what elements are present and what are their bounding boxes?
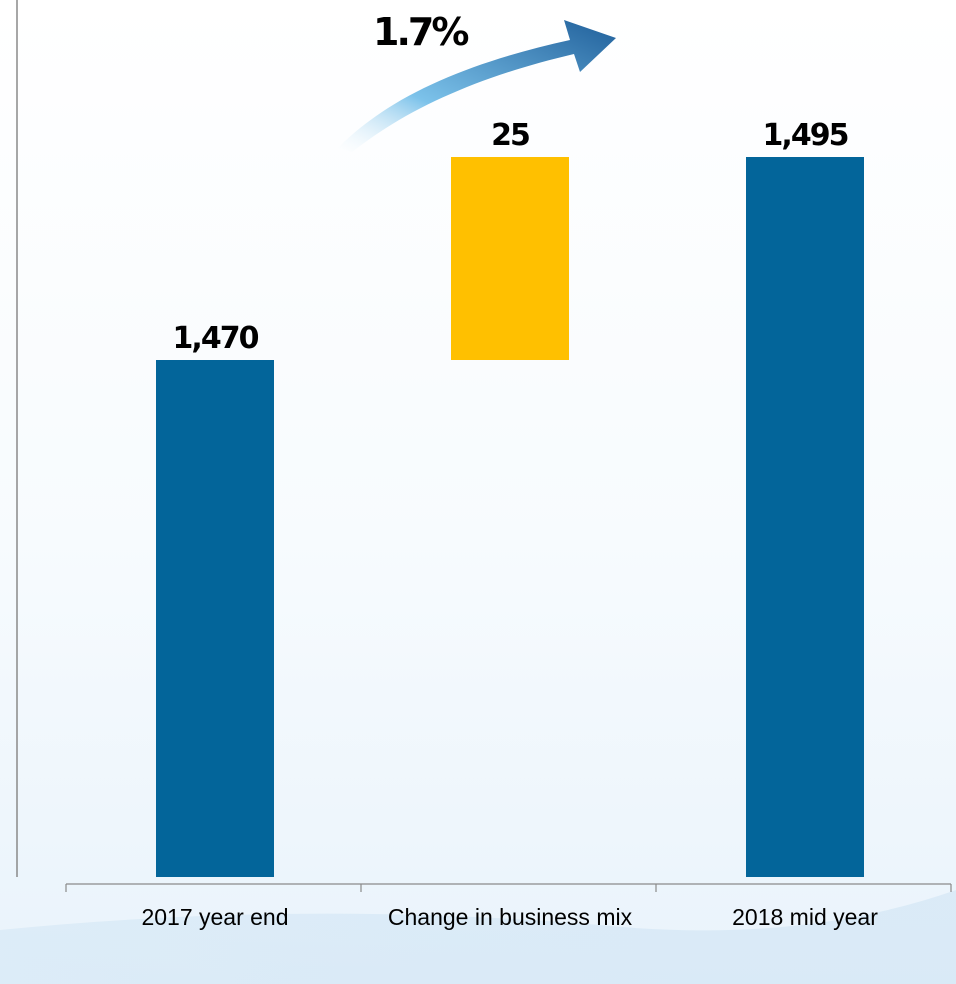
x-axis-ticks [65,884,952,892]
value-label-3: 1,495 [763,118,848,153]
growth-percent-label: 1.7% [373,10,468,54]
bar-1 [156,360,274,877]
value-label-2: 25 [491,118,529,153]
bar-2 [451,157,569,360]
background-wave [0,890,956,984]
category-labels-group: 2017 year end Change in business mix 2018 … [141,904,878,930]
value-label-1: 1,470 [173,321,259,356]
value-labels-group: 1,470 25 1,495 [173,118,850,356]
category-label-1: 2017 year end [141,904,288,930]
category-label-2: Change in business mix [388,904,633,930]
bars-group [156,157,864,877]
bar-3 [746,157,864,877]
growth-arrow-icon [338,20,616,152]
category-label-3: 2018 mid year [732,904,878,930]
